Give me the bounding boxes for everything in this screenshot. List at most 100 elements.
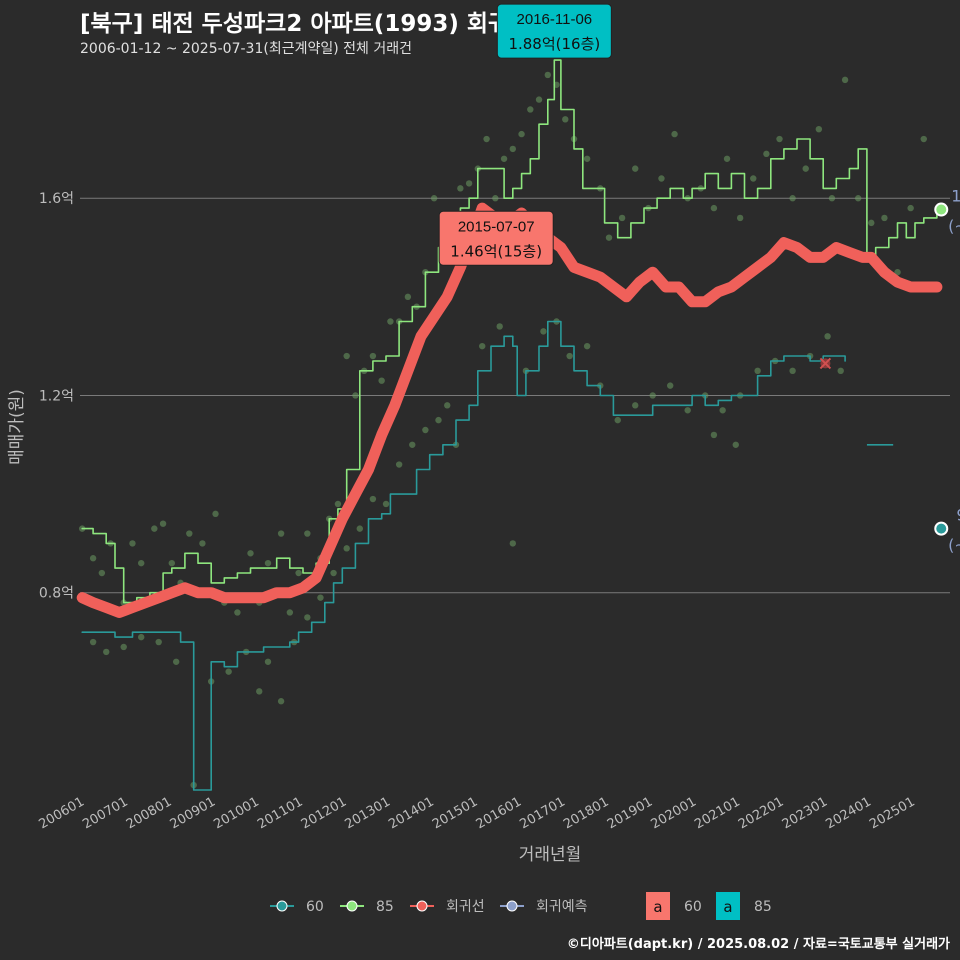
forecast-point-60: [934, 521, 949, 536]
transaction-point: [172, 658, 180, 665]
annotation-date: 2016-11-06: [517, 11, 593, 28]
annotation-value: 1.46억(15층): [450, 242, 542, 260]
transaction-point: [98, 569, 106, 577]
transaction-point: [736, 214, 744, 222]
legend-box-key: [646, 892, 670, 920]
transaction-point: [479, 342, 486, 350]
forecast-value-label: 15,700: [951, 187, 960, 206]
transaction-point: [605, 234, 613, 241]
transaction-point: [295, 569, 302, 577]
scatter-layer: [78, 71, 927, 789]
transaction-point: [754, 367, 761, 375]
transaction-point: [907, 204, 914, 212]
transaction-point: [509, 145, 517, 153]
transaction-point: [583, 342, 591, 350]
transaction-point: [562, 116, 569, 123]
transaction-point: [277, 530, 285, 537]
x-tick-label: 201601: [474, 794, 524, 832]
x-tick-label: 201201: [299, 794, 349, 832]
transaction-point: [103, 648, 110, 656]
transaction-point: [378, 377, 385, 384]
x-tick-label: 201501: [430, 794, 480, 832]
x-tick-label: 200601: [37, 794, 87, 832]
x-tick-label: 200801: [124, 794, 174, 832]
transaction-point: [330, 569, 337, 577]
y-tick-label: 0.8억: [39, 586, 74, 602]
transaction-point: [352, 392, 359, 399]
transaction-point: [159, 520, 167, 527]
transaction-point: [837, 367, 844, 375]
annotation-date: 2015-07-07: [458, 218, 535, 235]
legend-key-dot: [346, 900, 358, 912]
transaction-point: [527, 106, 534, 113]
transaction-point: [492, 195, 499, 202]
transaction-point: [225, 668, 232, 675]
transaction-point: [868, 219, 875, 227]
transaction-point: [920, 135, 927, 143]
transaction-point: [776, 135, 783, 143]
transaction-point: [168, 559, 176, 567]
transaction-point: [304, 530, 311, 537]
transaction-point: [247, 550, 254, 557]
transaction-point: [632, 402, 639, 409]
transaction-point: [212, 510, 219, 518]
transaction-point: [155, 638, 162, 646]
legend-layer: 60 85 회귀선 회귀예측 a 60 a 85: [270, 892, 772, 920]
legend-key-dot: [506, 900, 518, 912]
transaction-point: [483, 135, 490, 143]
transaction-point: [343, 545, 350, 552]
y-tick-label: 1.2억: [39, 388, 74, 404]
transaction-point: [802, 165, 809, 172]
transaction-point: [334, 500, 342, 508]
x-tick-label: 202101: [692, 794, 742, 832]
transaction-point: [277, 698, 285, 705]
transaction-point: [824, 333, 831, 340]
transaction-point: [684, 407, 691, 414]
x-tick-label: 202001: [649, 794, 699, 832]
transaction-point: [465, 180, 473, 187]
transaction-point: [435, 416, 442, 424]
transaction-point: [566, 352, 573, 360]
transaction-point: [732, 441, 739, 448]
transaction-point: [404, 293, 412, 301]
transaction-point: [151, 525, 158, 532]
series-line-85: [81, 59, 938, 604]
transaction-point: [710, 431, 718, 439]
transaction-point: [89, 555, 97, 562]
legend-label: 85: [376, 899, 394, 915]
transaction-point: [356, 525, 363, 532]
transaction-point: [710, 204, 718, 212]
x-tick-label: 200701: [80, 794, 130, 832]
transaction-point: [199, 540, 206, 547]
transaction-point: [395, 461, 403, 468]
x-tick-label: 201801: [561, 794, 611, 832]
forecast-point-85: [934, 202, 949, 217]
annotation-box: [496, 3, 612, 59]
marker-layer: [819, 202, 949, 536]
x-axis-title: 거래년월: [519, 845, 582, 865]
transaction-point: [544, 71, 551, 79]
legend-key-dot: [416, 900, 428, 912]
transaction-point: [719, 407, 726, 414]
transaction-point: [881, 214, 888, 222]
legend-label: 60: [306, 899, 324, 915]
transaction-point: [264, 559, 272, 567]
transaction-point: [430, 195, 438, 202]
transaction-point: [256, 688, 263, 695]
x-tick-label: 201401: [386, 794, 436, 832]
source-caption: ©디아파트(dapt.kr) / 2025.08.02 / 자료=국토교통부 실…: [566, 937, 950, 952]
x-tick-label: 202501: [867, 794, 917, 832]
transaction-point: [138, 559, 145, 567]
transaction-point: [535, 96, 543, 103]
transaction-point: [789, 367, 796, 375]
y-axis-title: 매매가(원): [7, 389, 27, 465]
annotation-value: 1.88억(16층): [508, 35, 600, 53]
x-tick-label: 201701: [517, 794, 567, 832]
transaction-point: [614, 416, 621, 424]
transaction-point: [763, 150, 770, 158]
legend-box-label: 85: [754, 899, 772, 915]
transaction-point: [671, 130, 678, 138]
transaction-point: [658, 175, 665, 182]
forecast-area-label: (~60㎡): [948, 536, 960, 555]
